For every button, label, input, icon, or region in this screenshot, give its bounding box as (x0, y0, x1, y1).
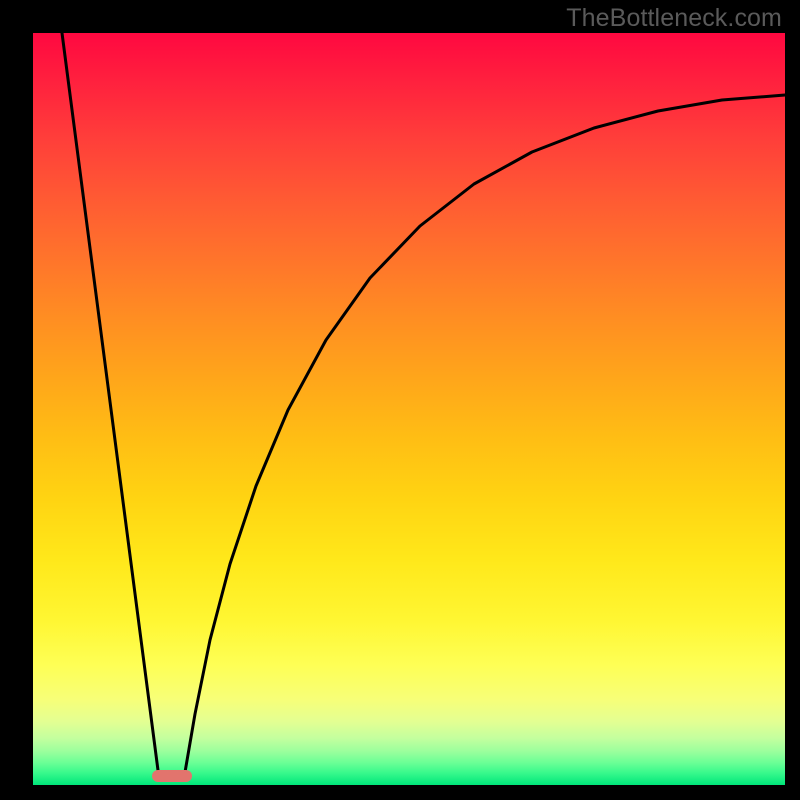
frame-right (785, 33, 800, 785)
watermark-text: TheBottleneck.com (566, 4, 782, 33)
curve-left-branch (62, 33, 159, 778)
frame-bottom (0, 785, 800, 800)
curve-right-branch (184, 95, 785, 778)
frame-left (0, 33, 33, 785)
trough-marker (152, 770, 192, 782)
chart-curve-layer (0, 0, 800, 800)
